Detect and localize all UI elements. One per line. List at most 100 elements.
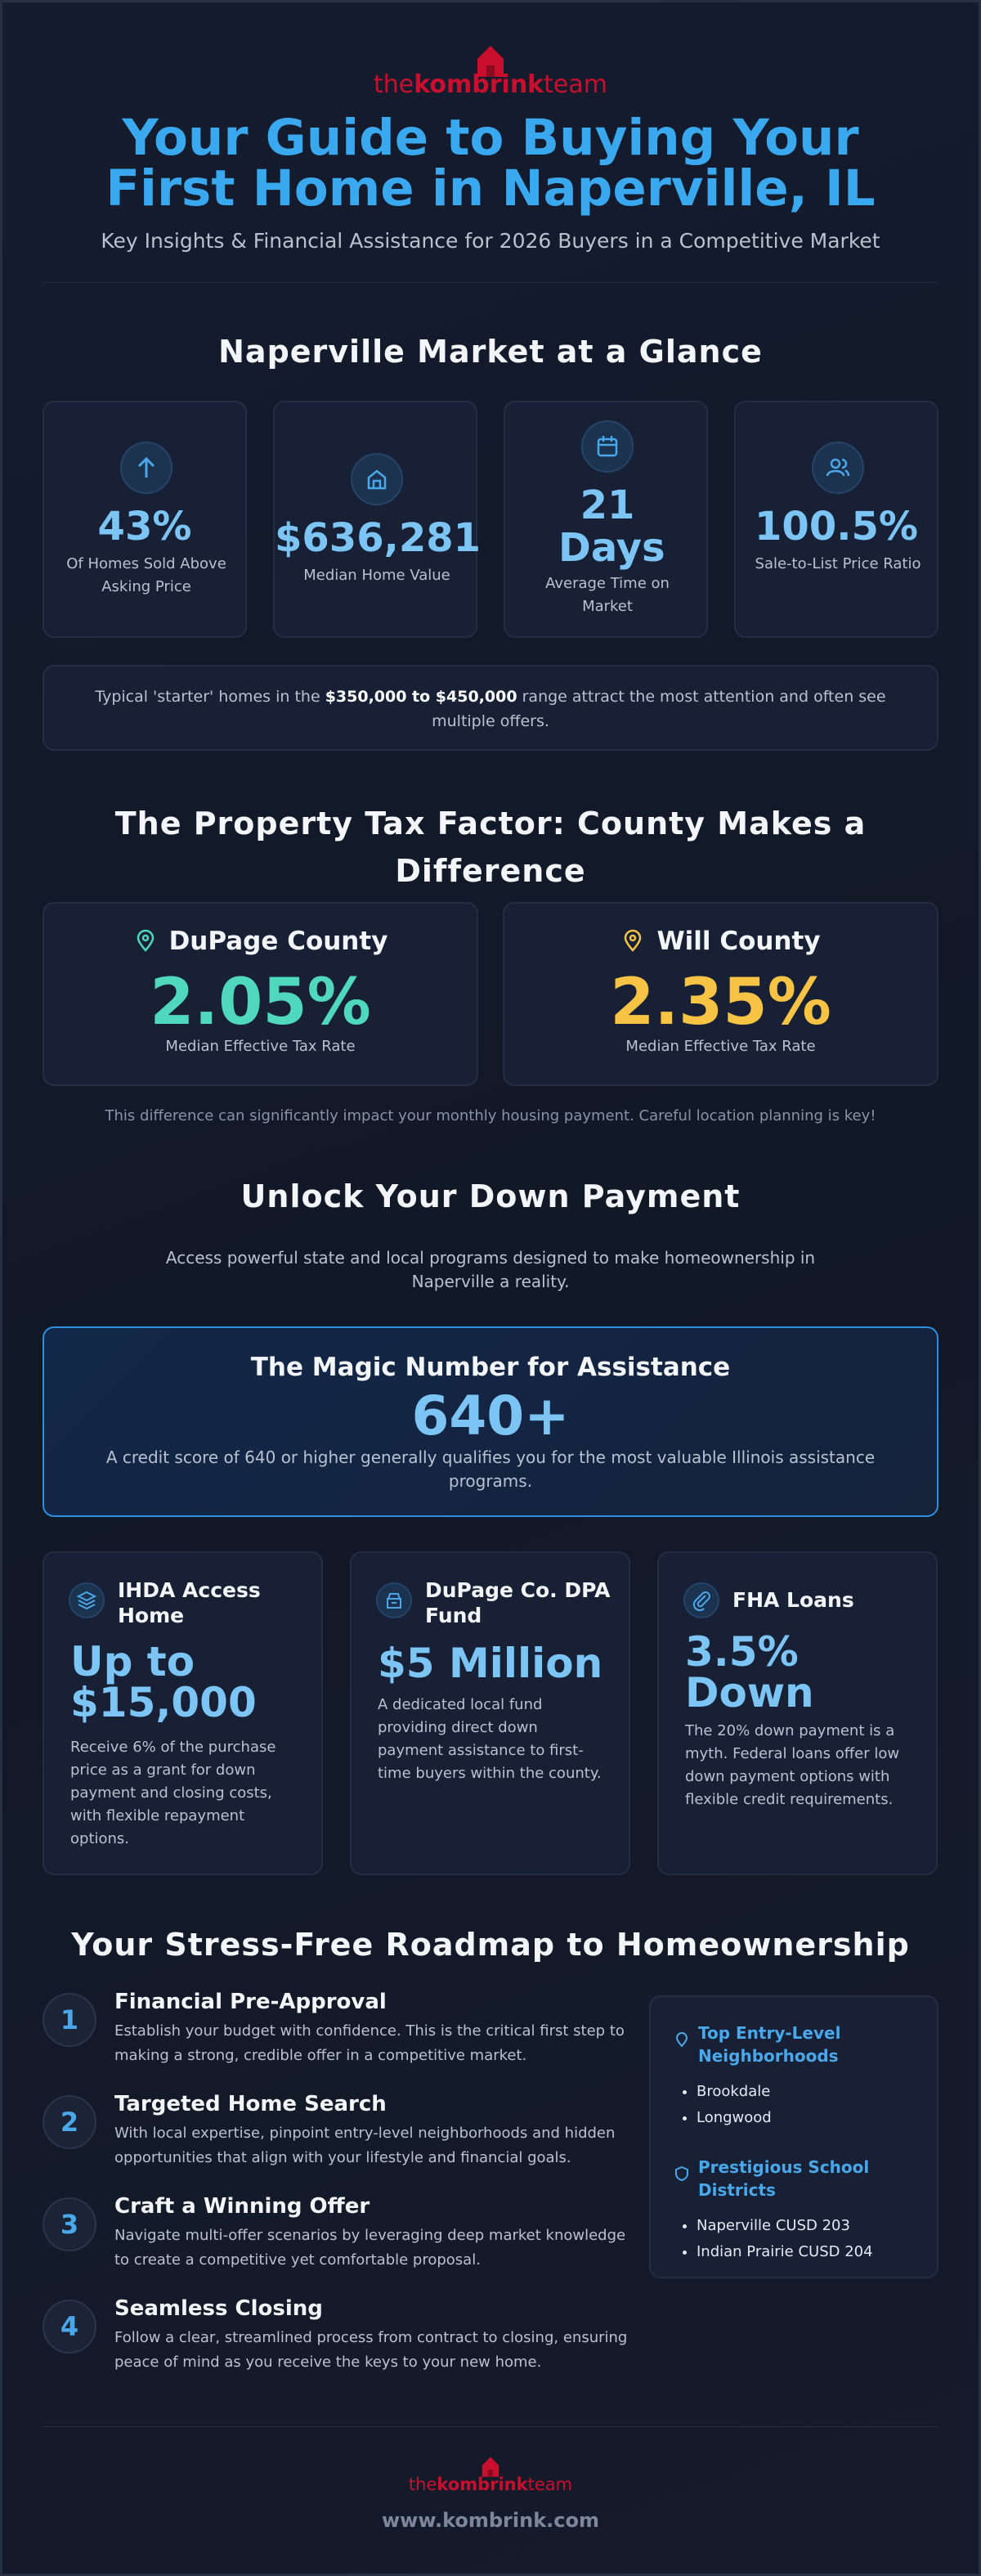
magic-title: The Magic Number for Assistance: [250, 1353, 731, 1382]
program-text: A dedicated local fund providing direct …: [378, 1696, 602, 1782]
sidebar-item: Longwood: [697, 2105, 914, 2131]
stat-label: Of Homes Sold Above Asking Price: [66, 555, 226, 595]
logo-prefix: the: [374, 70, 414, 99]
stat-icon: [120, 442, 172, 494]
step-title: Craft a Winning Offer: [114, 2194, 370, 2219]
footer-logo: thekombrinkteam: [0, 2475, 981, 2494]
sidebar-item: Brookdale: [697, 2079, 914, 2105]
step-title: Targeted Home Search: [114, 2092, 387, 2116]
magic-value: 640+: [411, 1384, 570, 1447]
logo-prefix: the: [408, 2475, 437, 2494]
program-title: FHA Loans: [732, 1588, 854, 1612]
county-name-text: DuPage County: [168, 927, 388, 956]
program-icon: [376, 1582, 412, 1618]
step: 3 Craft a Winning Offer Navigate multi-off…: [43, 2194, 625, 2287]
program-text: The 20% down payment is a myth. Federal …: [685, 1722, 900, 1808]
step-text: With local expertise, pinpoint entry-lev…: [114, 2125, 616, 2166]
note-text: range attract the most attention and oft…: [432, 688, 886, 730]
tax-card: DuPage County 2.05% Median Effective Tax…: [43, 902, 478, 1086]
divider: [43, 282, 938, 283]
program-icon: [683, 1582, 719, 1618]
step-number: 2: [43, 2095, 96, 2149]
sidebar-item: Indian Prairie CUSD 204: [697, 2239, 914, 2265]
tax-rate: 2.35%: [610, 966, 831, 1039]
tax-note: This difference can significantly impact…: [105, 1107, 876, 1124]
stat-card: 43% Of Homes Sold Above Asking Price: [43, 401, 247, 638]
section-title: Naperville Market at a Glance: [218, 334, 763, 370]
step-number: 3: [43, 2197, 96, 2251]
logo: thekombrinkteam: [0, 70, 981, 99]
market-note: Typical 'starter' homes in the $350,000 …: [43, 665, 938, 751]
program-text: Receive 6% of the purchase price as a gr…: [70, 1739, 276, 1847]
logo-icon: [477, 46, 504, 77]
stat-value: $636,281: [275, 515, 482, 561]
sidebar-heading: Top Entry-Level Neighborhoods: [674, 2022, 914, 2067]
stat-value: 21 Days: [558, 482, 665, 571]
sidebar-title: Top Entry-Level Neighborhoods: [698, 2023, 841, 2066]
stat-card: 100.5% Sale-to-List Price Ratio: [734, 401, 938, 638]
step-text: Navigate multi-offer scenarios by levera…: [114, 2227, 626, 2269]
logo-suffix: team: [544, 70, 607, 99]
footer-url[interactable]: www.kombrink.com: [381, 2509, 600, 2532]
program-title: IHDA Access Home: [118, 1578, 261, 1627]
stat-label: Average Time on Market: [545, 575, 670, 615]
tax-label: Median Effective Tax Rate: [625, 1038, 816, 1055]
section-title: The Property Tax Factor: County Makes a …: [114, 806, 867, 889]
step: 2 Targeted Home Search With local expertis…: [43, 2092, 615, 2185]
logo-brand: kombrink: [437, 2475, 528, 2494]
step-text: Establish your budget with confidence. T…: [114, 2022, 625, 2064]
note-highlight: $350,000 to $450,000: [325, 688, 517, 706]
program-title: DuPage Co. DPA Fund: [425, 1578, 611, 1627]
logo-icon: [482, 2457, 499, 2477]
program-value: Up to $15,000: [70, 1638, 257, 1726]
step-text: Follow a clear, streamlined process from…: [114, 2329, 628, 2371]
tax-rate: 2.05%: [150, 966, 371, 1039]
sidebar-heading: Prestigious School Districts: [674, 2156, 914, 2201]
divider: [43, 2426, 938, 2427]
county-name: Will County: [504, 927, 937, 956]
stat-icon: [812, 442, 864, 494]
step-number: 4: [43, 2300, 96, 2354]
county-name: DuPage County: [44, 927, 477, 956]
program-card: IHDA Access Home Up to $15,000 Receive 6…: [43, 1551, 323, 1875]
sidebar-list: BrookdaleLongwood: [674, 2079, 914, 2131]
step-number: 1: [43, 1993, 96, 2047]
subtitle: Key Insights & Financial Assistance for …: [101, 229, 880, 253]
intro: Access powerful state and local programs…: [165, 1248, 816, 1291]
stat-card: 21 Days Average Time on Market: [504, 401, 708, 638]
stat-icon: [351, 453, 403, 505]
step: 4 Seamless Closing Follow a clear, streaml…: [43, 2296, 627, 2390]
logo-brand: kombrink: [414, 70, 544, 99]
stat-icon: [581, 420, 634, 473]
county-name-text: Will County: [656, 927, 821, 956]
sidebar: Top Entry-Level Neighborhoods BrookdaleL…: [649, 1995, 938, 2278]
section-title: Unlock Your Down Payment: [240, 1178, 741, 1214]
magic-box: The Magic Number for Assistance 640+ A c…: [43, 1326, 938, 1517]
program-icon: [69, 1582, 105, 1618]
logo-suffix: team: [527, 2475, 573, 2494]
stat-value: 43%: [97, 504, 192, 550]
stat-card: $636,281 Median Home Value: [273, 401, 482, 638]
tax-card: Will County 2.35% Median Effective Tax R…: [503, 902, 938, 1086]
sidebar-list: Naperville CUSD 203Indian Prairie CUSD 2…: [674, 2213, 914, 2265]
step-title: Seamless Closing: [114, 2296, 323, 2321]
tax-label: Median Effective Tax Rate: [165, 1038, 356, 1055]
sidebar-item: Naperville CUSD 203: [697, 2213, 914, 2239]
program-card: DuPage Co. DPA Fund $5 Million A dedicat…: [350, 1551, 630, 1875]
program-value: $5 Million: [378, 1640, 603, 1687]
stat-label: Sale-to-List Price Ratio: [755, 555, 921, 572]
note-text: Typical 'starter' homes in the: [95, 688, 325, 706]
step-title: Financial Pre-Approval: [114, 1990, 387, 2014]
stat-value: 100.5%: [755, 504, 918, 550]
title: Your Guide to Buying Your First Home in …: [105, 109, 876, 218]
section-title: Your Stress-Free Roadmap to Homeownershi…: [71, 1927, 910, 1963]
magic-text: A credit score of 640 or higher generall…: [105, 1447, 876, 1491]
program-card: FHA Loans 3.5% Down The 20% down payment…: [657, 1551, 938, 1875]
stat-label: Median Home Value: [303, 567, 450, 584]
program-value: 3.5% Down: [685, 1628, 814, 1717]
sidebar-title: Prestigious School Districts: [698, 2157, 870, 2200]
step: 1 Financial Pre-Approval Establish your bu…: [43, 1990, 625, 2083]
